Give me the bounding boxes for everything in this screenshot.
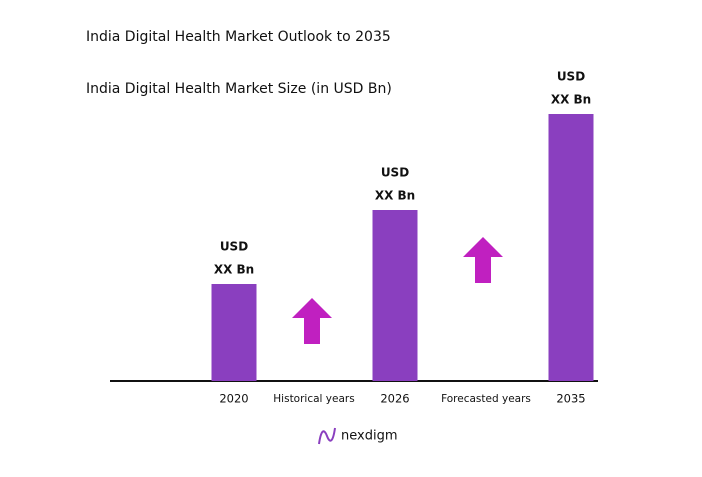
bar-label: USD bbox=[557, 70, 585, 84]
growth-arrow bbox=[292, 298, 332, 344]
x-tick-label: 2035 bbox=[556, 392, 585, 406]
chart-subtitle: India Digital Health Market Size (in USD… bbox=[86, 81, 392, 97]
bar bbox=[372, 210, 418, 381]
bar-label: XX Bn bbox=[375, 189, 415, 203]
growth-arrow bbox=[463, 237, 503, 283]
x-tick-label: 2026 bbox=[380, 392, 409, 406]
brand-logo: nexdigm bbox=[318, 427, 397, 445]
bar-label: XX Bn bbox=[551, 93, 591, 107]
brand-name: nexdigm bbox=[341, 429, 397, 444]
bar bbox=[548, 114, 594, 381]
bar-label: USD bbox=[381, 166, 409, 180]
period-label: Historical years bbox=[273, 393, 354, 405]
period-label: Forecasted years bbox=[441, 393, 531, 405]
bar bbox=[211, 284, 257, 381]
bar-label: USD bbox=[220, 240, 248, 254]
chart-title: India Digital Health Market Outlook to 2… bbox=[86, 29, 391, 45]
bar-label: XX Bn bbox=[214, 263, 254, 277]
logo-mark bbox=[318, 427, 336, 445]
x-tick-label: 2020 bbox=[219, 392, 248, 406]
